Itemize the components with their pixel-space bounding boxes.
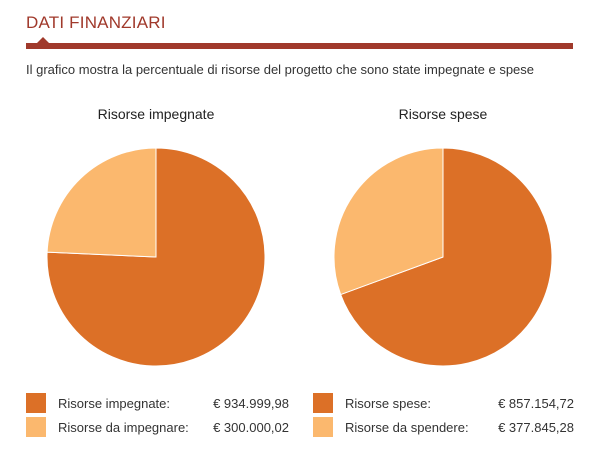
legend-swatch: [313, 417, 333, 437]
legend-row: Risorse da spendere: € 377.845,28: [313, 417, 574, 437]
chart-title-impegnate: Risorse impegnate: [97, 106, 215, 122]
pie-slice-1: [333, 147, 444, 296]
title-notch: [37, 37, 49, 43]
pie-slice-0: [340, 147, 553, 367]
legend-value: € 934.999,98: [213, 395, 289, 411]
legend-value: € 300.000,02: [213, 419, 289, 435]
legend-value: € 377.845,28: [498, 419, 574, 435]
pie-slice-1: [46, 147, 157, 258]
legend-swatch: [26, 393, 46, 413]
pie-chart-spese: [333, 147, 553, 367]
legend-swatch: [313, 393, 333, 413]
legend-label: Risorse da impegnare:: [58, 419, 189, 435]
legend-swatch: [26, 417, 46, 437]
pie-chart-impegnate: [46, 147, 266, 367]
section-description: Il grafico mostra la percentuale di riso…: [26, 62, 535, 77]
legend-value: € 857.154,72: [498, 395, 574, 411]
legend-label: Risorse spese:: [345, 395, 431, 411]
legend-row: Risorse spese: € 857.154,72: [313, 393, 574, 413]
legend-row: Risorse da impegnare: € 300.000,02: [26, 417, 289, 437]
title-underline: [26, 43, 573, 49]
chart-title-spese: Risorse spese: [398, 106, 488, 122]
section-title: DATI FINANZIARI: [26, 13, 166, 32]
legend-label: Risorse impegnate:: [58, 395, 170, 411]
legend-label: Risorse da spendere:: [345, 419, 469, 435]
legend-row: Risorse impegnate: € 934.999,98: [26, 393, 289, 413]
